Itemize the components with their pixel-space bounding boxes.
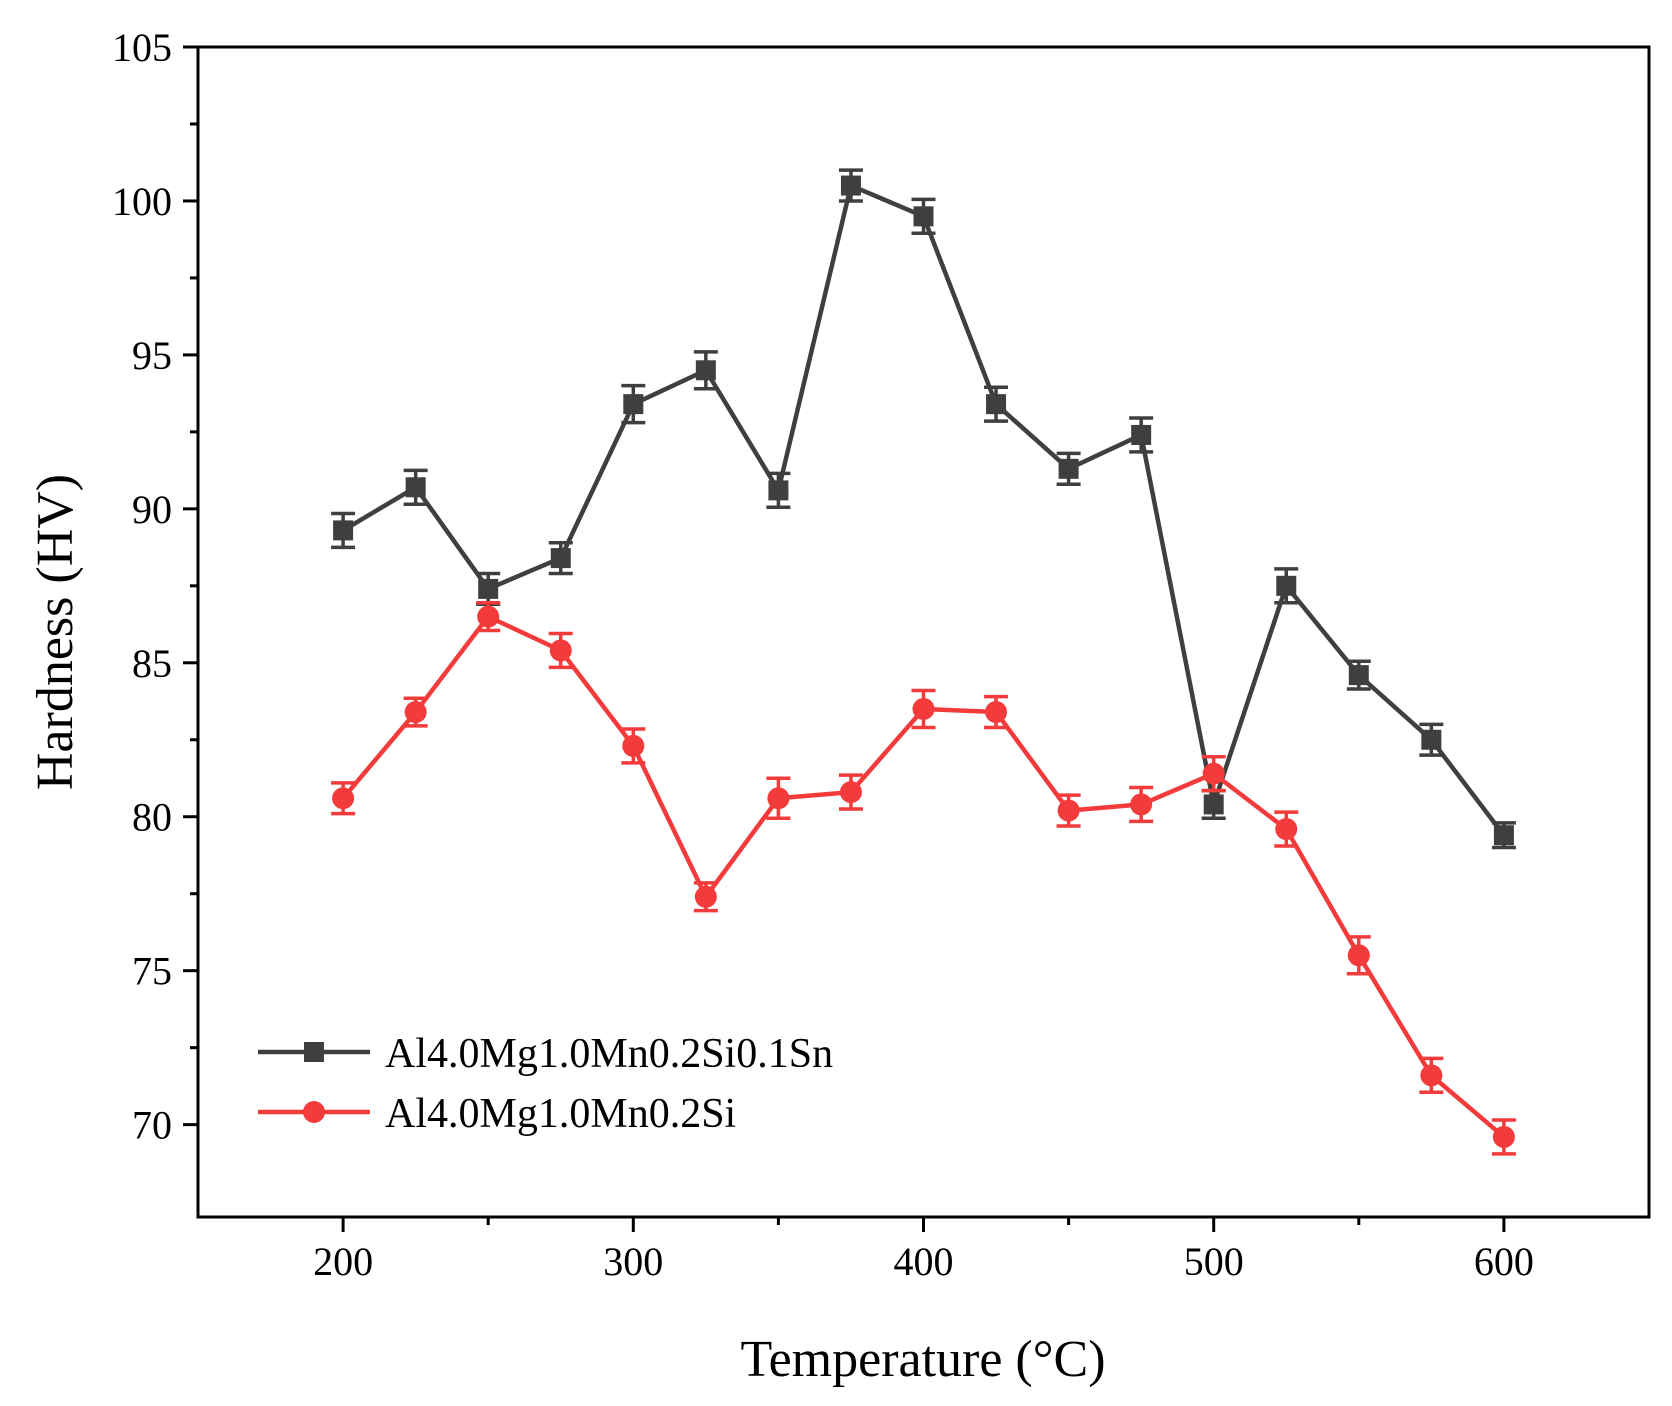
data-point-square	[913, 206, 934, 227]
data-point-square	[768, 480, 789, 501]
data-point-circle	[404, 701, 427, 724]
y-tick-labels: 70 75 80 85 90 95 100 105	[112, 25, 172, 1148]
data-point-square	[1203, 794, 1224, 815]
series-1	[331, 168, 1516, 850]
major-ticks	[183, 45, 1506, 1232]
data-point-square	[623, 394, 644, 415]
series-layer	[331, 168, 1516, 1156]
data-point-circle	[549, 639, 572, 662]
y-tick-label: 75	[132, 949, 172, 994]
data-point-square	[1348, 665, 1369, 686]
legend: Al4.0Mg1.0Mn0.2Si0.1Sn Al4.0Mg1.0Mn0.2Si	[258, 1031, 833, 1137]
legend-label: Al4.0Mg1.0Mn0.2Si0.1Sn	[385, 1031, 833, 1077]
data-point-circle	[839, 781, 862, 804]
data-point-square	[1131, 424, 1152, 445]
x-tick-label: 500	[1184, 1239, 1244, 1284]
data-point-square	[478, 578, 499, 599]
data-point-square	[840, 175, 861, 196]
data-point-circle	[332, 787, 355, 810]
plot-area-frame	[196, 45, 1651, 1219]
data-point-square	[1493, 825, 1514, 846]
data-point-circle	[1130, 793, 1153, 816]
legend-marker-square	[304, 1042, 324, 1062]
data-point-square	[986, 394, 1007, 415]
data-point-circle	[767, 787, 790, 810]
data-point-circle	[694, 885, 717, 908]
y-tick-label: 85	[132, 641, 172, 686]
y-tick-label: 95	[132, 333, 172, 378]
series-2	[331, 601, 1516, 1156]
y-tick-label: 80	[132, 795, 172, 840]
data-point-square	[1276, 575, 1297, 596]
legend-item-2: Al4.0Mg1.0Mn0.2Si	[258, 1091, 736, 1137]
x-axis-title: Temperature (°C)	[740, 1331, 1105, 1388]
legend-label: Al4.0Mg1.0Mn0.2Si	[385, 1091, 736, 1137]
x-tick-label: 300	[603, 1239, 663, 1284]
data-point-circle	[1202, 762, 1225, 785]
data-point-circle	[985, 701, 1008, 724]
data-point-circle	[1275, 818, 1298, 841]
data-point-circle	[1347, 944, 1370, 967]
legend-item-1: Al4.0Mg1.0Mn0.2Si0.1Sn	[258, 1031, 833, 1077]
x-tick-label: 200	[313, 1239, 373, 1284]
data-point-circle	[1492, 1125, 1515, 1148]
data-point-square	[333, 520, 354, 541]
data-point-circle	[912, 697, 935, 720]
data-point-circle	[477, 605, 500, 628]
legend-marker-circle	[303, 1101, 325, 1123]
data-point-circle	[1420, 1064, 1443, 1087]
y-tick-label: 100	[112, 179, 172, 224]
x-tick-labels: 200 300 400 500 600	[313, 1239, 1534, 1284]
data-point-square	[1058, 458, 1079, 479]
data-point-square	[1421, 729, 1442, 750]
data-point-circle	[1057, 799, 1080, 822]
y-tick-label: 70	[132, 1103, 172, 1148]
x-tick-label: 400	[894, 1239, 954, 1284]
x-tick-label: 600	[1474, 1239, 1534, 1284]
data-point-circle	[622, 734, 645, 757]
data-point-square	[405, 477, 426, 498]
y-tick-label: 105	[112, 25, 172, 70]
y-tick-label: 90	[132, 487, 172, 532]
y-axis-title: Hardness (HV)	[27, 474, 84, 790]
data-point-square	[695, 360, 716, 381]
data-point-square	[550, 548, 571, 569]
